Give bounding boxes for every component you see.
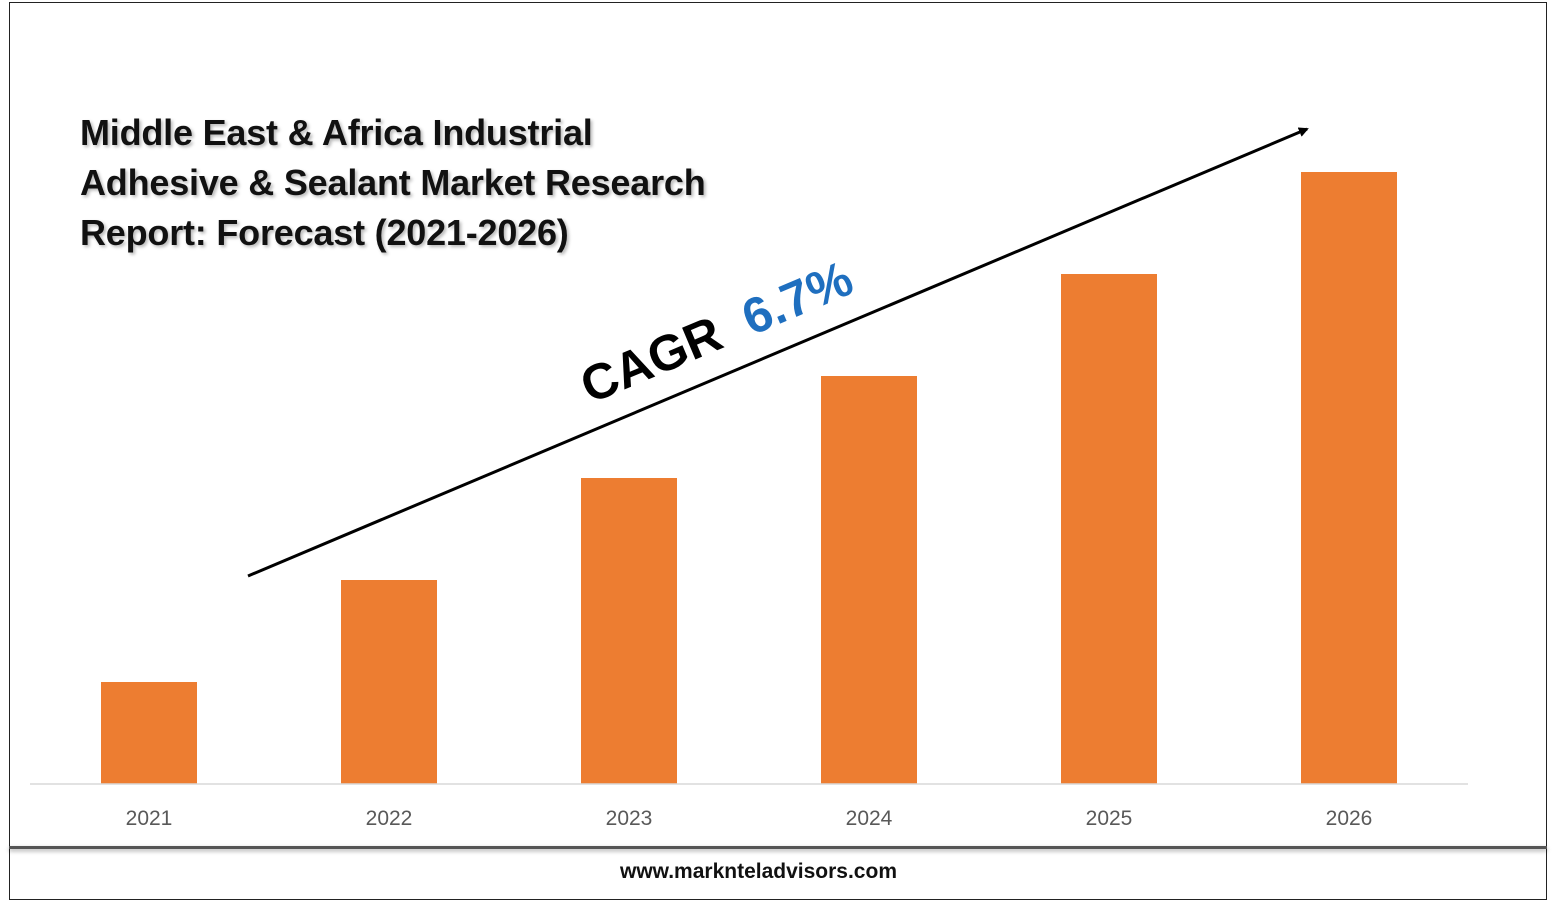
x-tick-label-2025: 2025 — [1086, 807, 1133, 830]
bar-2025 — [1061, 274, 1157, 784]
footer-divider — [9, 846, 1547, 849]
footer-website: www.marknteladvisors.com — [620, 860, 897, 883]
x-tick-label-2022: 2022 — [366, 807, 413, 830]
cagr-annotation: CAGR 6.7% — [572, 250, 860, 414]
title-line-3: Report: Forecast (2021-2026) — [80, 212, 569, 253]
bar-2022 — [341, 580, 437, 784]
title-line-1: Middle East & Africa Industrial — [80, 112, 593, 153]
bar-2026 — [1301, 172, 1397, 784]
cagr-trend-arrow — [247, 127, 1309, 578]
x-tick-label-2021: 2021 — [126, 807, 173, 830]
chart-title: Middle East & Africa Industrial Adhesive… — [80, 108, 740, 258]
bar-2023 — [581, 478, 677, 784]
cagr-label: CAGR — [572, 305, 729, 414]
chart-frame — [9, 2, 1547, 900]
x-tick-label-2026: 2026 — [1326, 807, 1373, 830]
bar-2024 — [821, 376, 917, 784]
title-line-2: Adhesive & Sealant Market Research — [80, 162, 706, 203]
bars-group — [101, 172, 1397, 784]
x-tick-label-2024: 2024 — [846, 807, 893, 830]
bar-2021 — [101, 682, 197, 784]
x-tick-labels: 2021 2022 2023 2024 2025 2026 — [126, 807, 1373, 830]
x-tick-label-2023: 2023 — [606, 807, 653, 830]
cagr-value: 6.7% — [734, 250, 861, 346]
